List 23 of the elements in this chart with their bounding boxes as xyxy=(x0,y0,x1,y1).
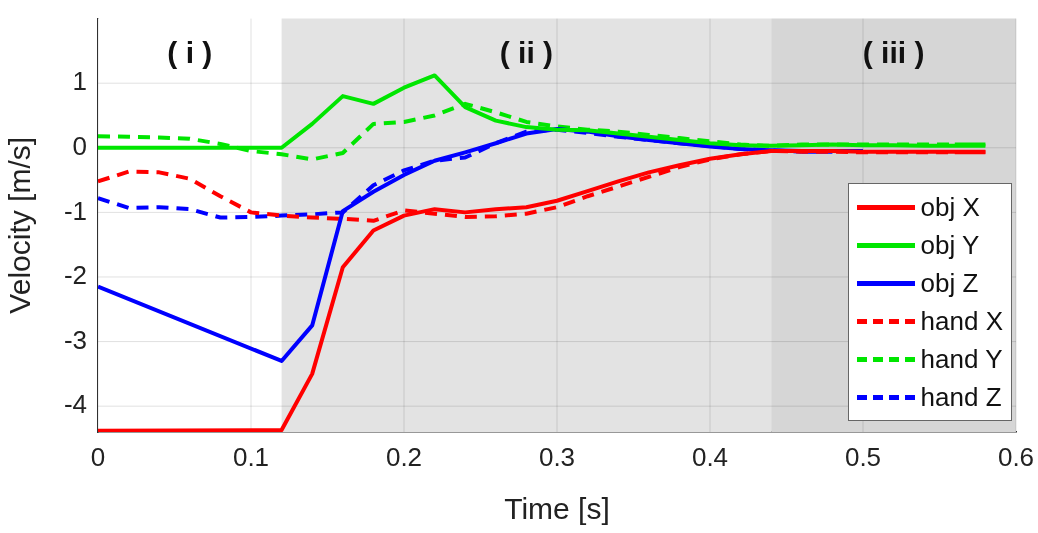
y-axis-title: Velocity [m/s] xyxy=(3,136,37,314)
legend-label: hand Z xyxy=(920,381,1002,413)
x-tick-label: 0.1 xyxy=(232,441,270,472)
y-tick-label: 0 xyxy=(72,130,87,161)
x-tick-label: 0.5 xyxy=(844,441,882,472)
x-tick-label: 0.3 xyxy=(538,441,576,472)
legend-label: hand Y xyxy=(920,343,1003,375)
x-axis-title: Time [s] xyxy=(504,492,610,526)
x-tick-label: 0.6 xyxy=(997,441,1035,472)
y-tick-label: 1 xyxy=(72,66,87,97)
legend-label: obj Z xyxy=(920,267,979,299)
x-tick-label: 0.4 xyxy=(691,441,729,472)
legend-label: obj Y xyxy=(920,229,980,261)
band-label: ( ii ) xyxy=(499,35,554,69)
x-tick-label: 0.2 xyxy=(385,441,423,472)
y-tick-label: -1 xyxy=(63,195,87,226)
y-tick-label: -3 xyxy=(63,324,87,355)
legend-label: obj X xyxy=(920,191,980,223)
y-tick-label: -4 xyxy=(63,389,87,420)
band-label: ( i ) xyxy=(167,35,213,69)
band-label: ( iii ) xyxy=(862,35,925,69)
legend-label: hand X xyxy=(920,305,1003,337)
y-tick-label: -2 xyxy=(63,260,87,291)
